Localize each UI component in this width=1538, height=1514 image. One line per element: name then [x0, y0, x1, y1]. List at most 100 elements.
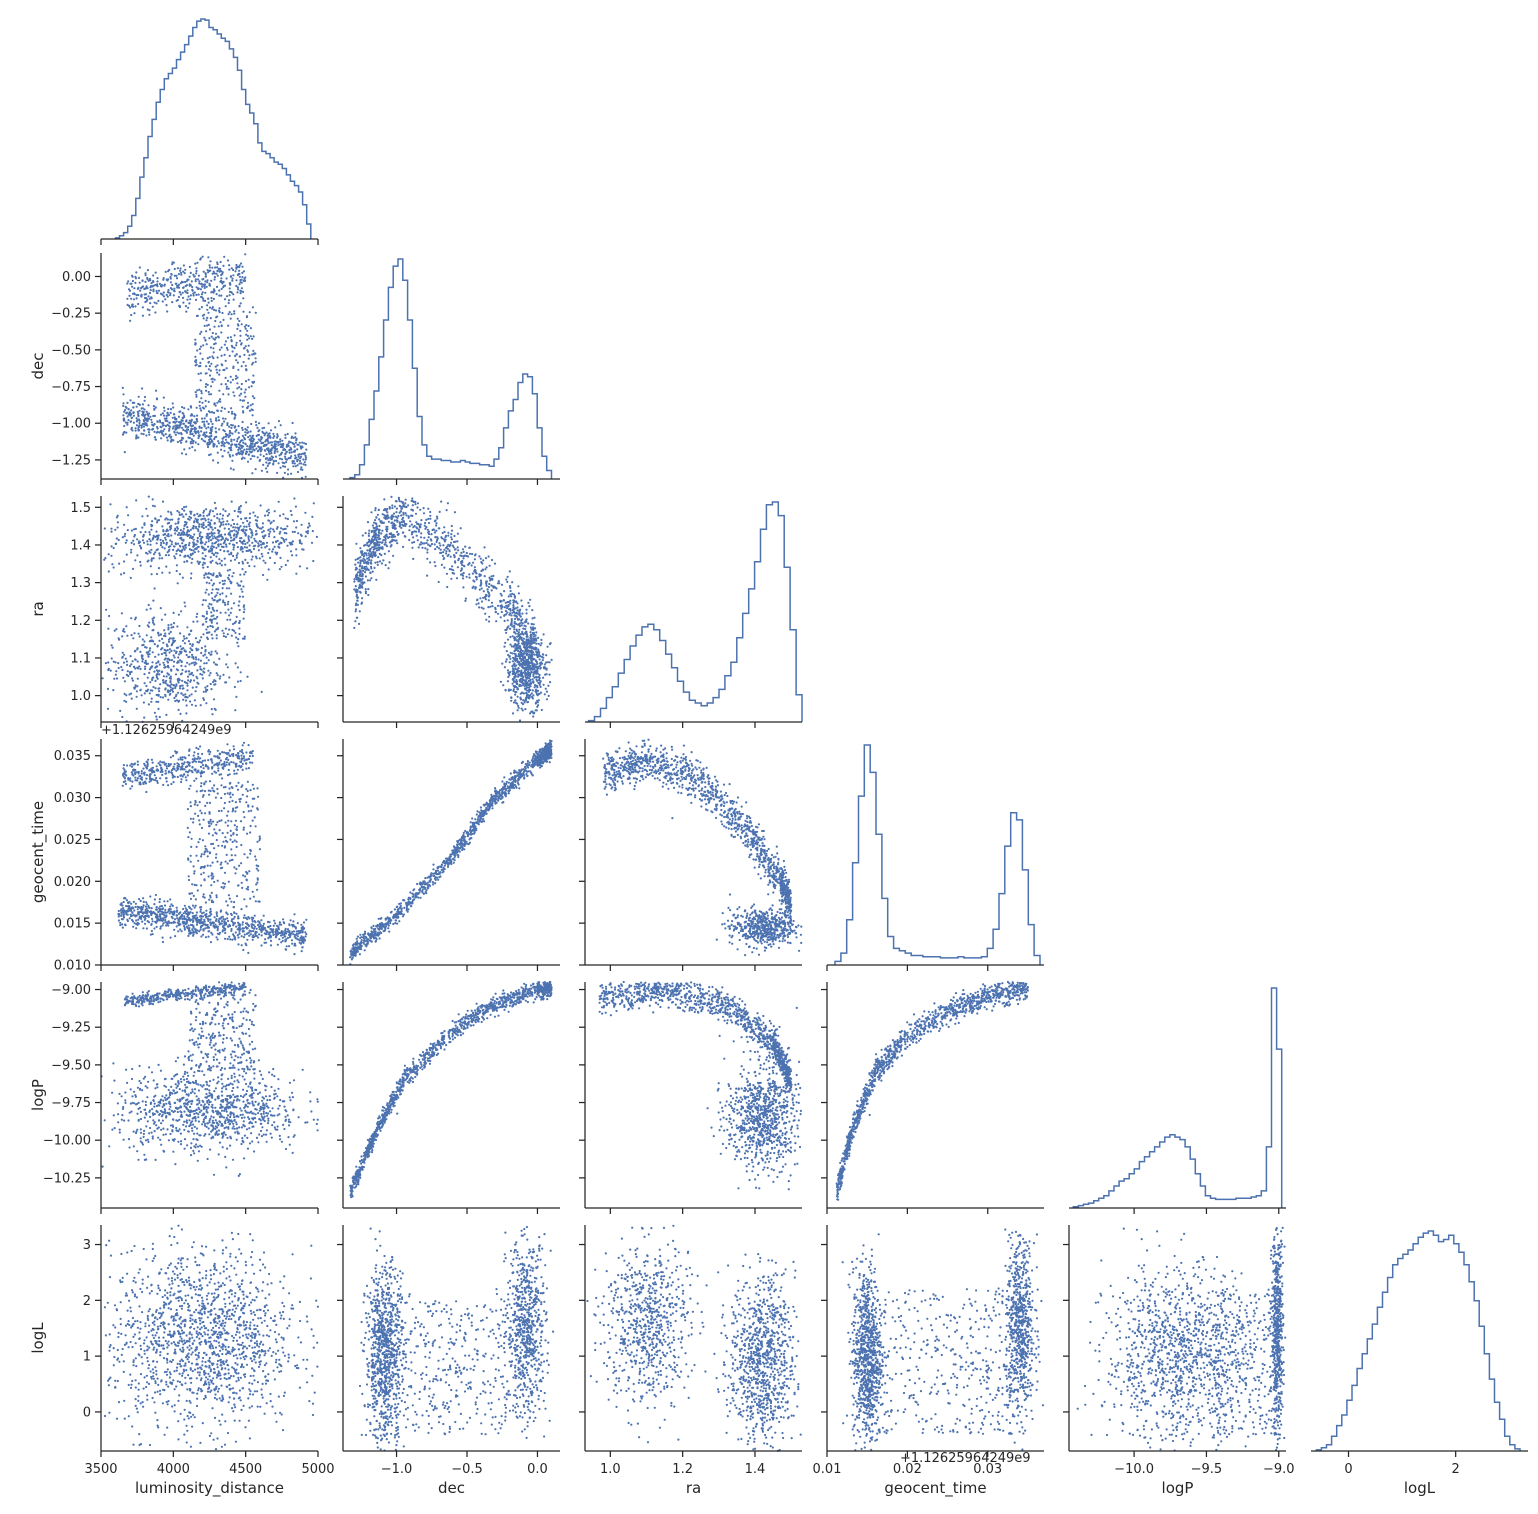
- scatter-point: [156, 280, 158, 282]
- scatter-point: [186, 428, 188, 430]
- scatter-point: [223, 420, 225, 422]
- scatter-point: [301, 446, 303, 448]
- scatter-point: [135, 271, 137, 273]
- scatter-point: [170, 281, 172, 283]
- histogram-luminosity_distance: [116, 19, 311, 239]
- scatter-point: [213, 445, 215, 447]
- scatter-point: [189, 447, 191, 449]
- scatter-point: [248, 354, 250, 356]
- scatter-point: [289, 447, 291, 449]
- scatter-point: [215, 309, 217, 311]
- scatter-point: [221, 355, 223, 357]
- scatter-point: [201, 421, 203, 423]
- scatter-point: [239, 399, 241, 401]
- scatter-point: [228, 302, 230, 304]
- scatter-point: [156, 420, 158, 422]
- scatter-point: [241, 458, 243, 460]
- scatter-point: [135, 277, 137, 279]
- scatter-point: [168, 269, 170, 271]
- scatter-point: [110, 528, 112, 530]
- scatter-point: [142, 279, 144, 281]
- scatter-point: [226, 295, 228, 297]
- scatter-point: [281, 458, 283, 460]
- scatter-point: [285, 458, 287, 460]
- scatter-point: [186, 430, 188, 432]
- scatter-point: [257, 450, 259, 452]
- scatter-point: [181, 427, 183, 429]
- scatter-point: [218, 442, 220, 444]
- scatter-point: [244, 396, 246, 398]
- scatter-point: [215, 420, 217, 422]
- scatter-point: [163, 285, 165, 287]
- scatter-point: [189, 433, 191, 435]
- scatter-point: [152, 280, 154, 282]
- scatter-point: [296, 448, 298, 450]
- scatter-point: [198, 280, 200, 282]
- scatter-point: [256, 435, 258, 437]
- scatter-point: [260, 454, 262, 456]
- scatter-point: [222, 319, 224, 321]
- scatter-point: [258, 422, 260, 424]
- scatter-point: [148, 428, 150, 430]
- scatter-point: [294, 454, 296, 456]
- scatter-point: [233, 469, 235, 471]
- scatter-point: [203, 577, 205, 579]
- scatter-point: [173, 290, 175, 292]
- scatter-point: [208, 540, 210, 542]
- scatter-point: [201, 293, 203, 295]
- scatter-point: [245, 453, 247, 455]
- y-tick-label: −1.25: [51, 453, 91, 468]
- scatter-point: [240, 446, 242, 448]
- scatter-point: [286, 525, 288, 527]
- scatter-point: [132, 402, 134, 404]
- scatter-point: [227, 259, 229, 261]
- scatter-point: [253, 352, 255, 354]
- scatter-point: [168, 430, 170, 432]
- scatter-point: [165, 539, 167, 541]
- scatter-point: [304, 464, 306, 466]
- scatter-point: [248, 337, 250, 339]
- scatter-point: [210, 429, 212, 431]
- scatter-point: [182, 297, 184, 299]
- scatter-point: [146, 299, 148, 301]
- scatter-point: [285, 461, 287, 463]
- scatter-point: [249, 435, 251, 437]
- scatter-point: [238, 283, 240, 285]
- scatter-point: [250, 458, 252, 460]
- scatter-point: [203, 317, 205, 319]
- scatter-point: [163, 295, 165, 297]
- scatter-point: [194, 360, 196, 362]
- scatter-point: [238, 447, 240, 449]
- scatter-point: [301, 469, 303, 471]
- scatter-point: [231, 345, 233, 347]
- scatter-point: [195, 299, 197, 301]
- y-tick-label: −0.50: [51, 343, 91, 358]
- scatter-point: [247, 436, 249, 438]
- scatter-point: [149, 279, 151, 281]
- scatter-point: [203, 271, 205, 273]
- scatter-point: [229, 355, 231, 357]
- scatter-point: [296, 438, 298, 440]
- scatter-point: [139, 424, 141, 426]
- scatter-point: [214, 339, 216, 341]
- scatter-point: [206, 281, 208, 283]
- scatter-point: [202, 344, 204, 346]
- scatter-point: [149, 533, 151, 535]
- scatter-point: [219, 513, 221, 515]
- scatter-point: [279, 438, 281, 440]
- scatter-point: [286, 446, 288, 448]
- scatter-point: [182, 423, 184, 425]
- scatter-point: [282, 465, 284, 467]
- scatter-point: [270, 452, 272, 454]
- scatter-point: [233, 439, 235, 441]
- scatter-point: [126, 298, 128, 300]
- scatter-point: [229, 287, 231, 289]
- scatter-point: [172, 417, 174, 419]
- scatter-point: [163, 424, 165, 426]
- scatter-point: [216, 369, 218, 371]
- scatter-point: [128, 408, 130, 410]
- scatter-point: [219, 321, 221, 323]
- scatter-point: [150, 289, 152, 291]
- scatter-point: [238, 305, 240, 307]
- scatter-point: [201, 306, 203, 308]
